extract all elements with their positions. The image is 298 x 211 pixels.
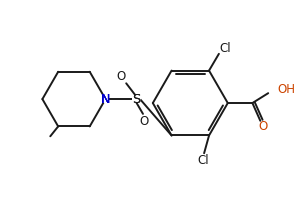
Text: S: S [132,93,140,106]
Text: OH: OH [277,83,295,96]
FancyBboxPatch shape [102,96,109,103]
Text: O: O [117,70,126,83]
FancyBboxPatch shape [132,95,141,103]
Text: N: N [101,93,110,106]
Text: O: O [139,115,149,128]
Text: N: N [101,93,110,106]
Text: S: S [132,93,140,106]
Text: Cl: Cl [219,42,231,55]
Text: N: N [101,93,110,106]
Text: N: N [101,93,110,106]
Text: Cl: Cl [197,154,209,167]
FancyBboxPatch shape [102,96,109,103]
Text: O: O [259,120,268,133]
